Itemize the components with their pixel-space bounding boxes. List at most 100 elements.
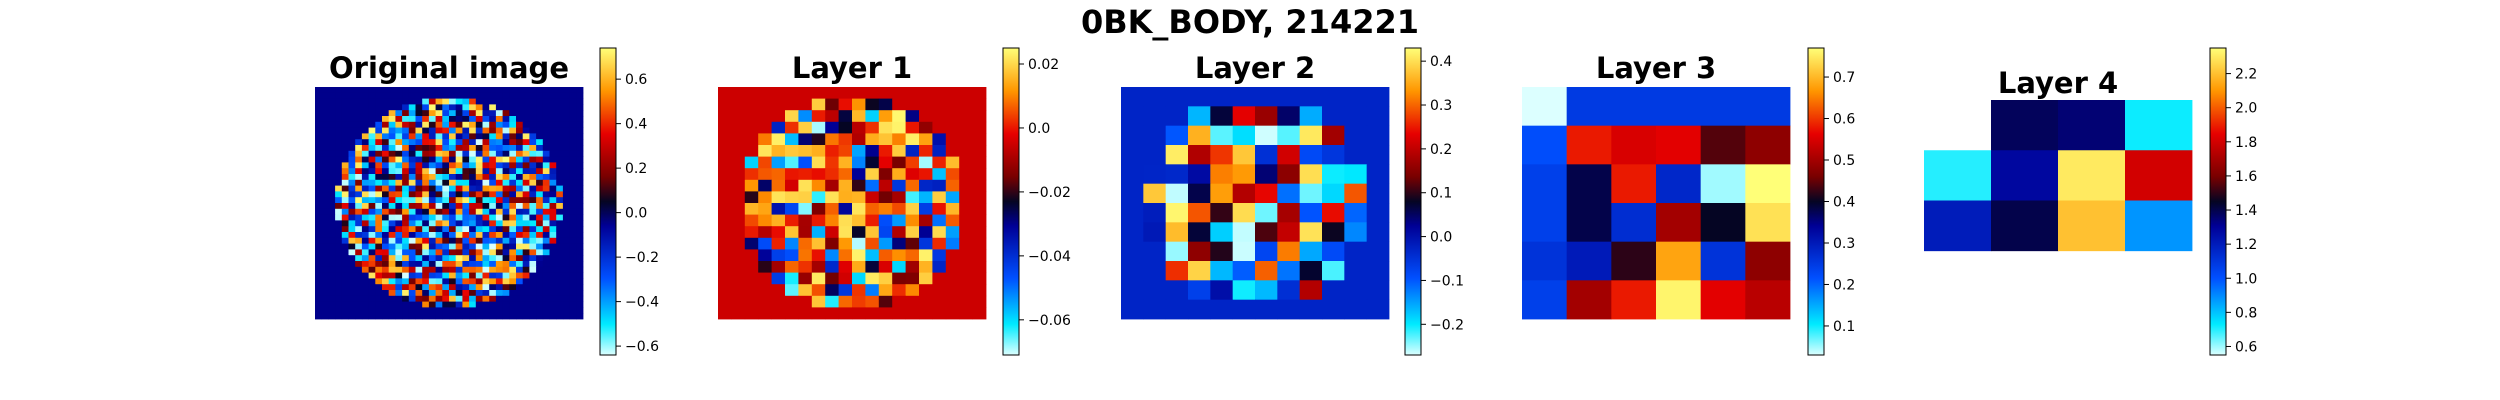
heatmap-cell — [435, 162, 443, 169]
heatmap-cell — [495, 139, 503, 146]
heatmap-cell — [502, 237, 510, 244]
heatmap-cell — [562, 110, 570, 117]
heatmap-cell — [328, 179, 336, 186]
heatmap-cell — [489, 208, 497, 215]
heatmap-cell — [509, 226, 517, 233]
heatmap-cell — [341, 295, 349, 302]
heatmap-cell — [355, 87, 363, 94]
heatmap-cell — [442, 243, 450, 250]
heatmap-cell — [785, 307, 799, 320]
heatmap-cell — [321, 266, 329, 273]
heatmap-cell — [415, 185, 423, 192]
heatmap-cell — [361, 133, 369, 140]
heatmap-cell — [348, 220, 356, 227]
heatmap-cell — [771, 284, 786, 297]
heatmap-cell — [1277, 280, 1301, 301]
heatmap-cell — [469, 150, 477, 157]
heatmap-cell — [475, 133, 483, 140]
heatmap-cell — [402, 272, 410, 279]
heatmap-cell — [549, 290, 557, 297]
heatmap-cell — [469, 203, 477, 210]
heatmap-cell — [502, 191, 510, 198]
heatmap-cell — [469, 255, 477, 262]
heatmap-cell — [509, 197, 517, 204]
heatmap-cell — [315, 104, 323, 111]
heatmap-cell — [321, 290, 329, 297]
heatmap-cell — [556, 133, 564, 140]
heatmap-cell — [1121, 106, 1144, 127]
heatmap-cell — [382, 98, 390, 105]
heatmap-cell — [905, 121, 920, 134]
heatmap-cell — [529, 214, 537, 221]
heatmap-cell — [455, 87, 463, 94]
heatmap-cell — [516, 168, 524, 175]
heatmap-cell — [368, 139, 376, 146]
heatmap-cell — [576, 278, 584, 285]
heatmap-cell — [758, 214, 772, 227]
heatmap-cell — [905, 145, 920, 157]
heatmap-cell — [328, 272, 336, 279]
heatmap-cell — [1745, 280, 1791, 320]
heatmap-cell — [785, 179, 799, 192]
heatmap-cell — [502, 266, 510, 273]
heatmap-cell — [382, 249, 390, 256]
heatmap-cell — [328, 168, 336, 175]
heatmap-cell — [361, 168, 369, 175]
heatmap-cell — [536, 261, 544, 268]
heatmap-cell — [428, 249, 436, 256]
heatmap-cell — [529, 92, 537, 99]
heatmap-cell — [449, 197, 457, 204]
heatmap-cell — [892, 249, 906, 262]
heatmap-cell — [569, 307, 577, 314]
heatmap-cell — [959, 214, 973, 227]
heatmap-cell — [449, 203, 457, 210]
heatmap-cell — [852, 179, 866, 192]
heatmap-cell — [422, 301, 430, 308]
heatmap-cell — [455, 133, 463, 140]
heatmap-cell — [321, 278, 329, 285]
heatmap-cell — [395, 92, 403, 99]
heatmap-cell — [731, 307, 746, 320]
heatmap-cell — [315, 174, 323, 181]
colorbar-tick-label: 1.6 — [2235, 169, 2257, 185]
heatmap-cell — [382, 290, 390, 297]
heatmap-cell — [408, 139, 416, 146]
heatmap-cell — [361, 139, 369, 146]
heatmap-cell — [382, 116, 390, 123]
heatmap-cell — [422, 156, 430, 163]
heatmap-cell — [1232, 280, 1256, 301]
heatmap-cell — [355, 232, 363, 239]
heatmap-cell — [838, 179, 853, 192]
heatmap-cell — [415, 92, 423, 99]
heatmap-cell — [428, 278, 436, 285]
heatmap-cell — [785, 98, 799, 111]
heatmap-cell — [348, 203, 356, 210]
heatmap-cell — [959, 133, 973, 146]
heatmap-cell — [522, 145, 530, 152]
heatmap-cell — [388, 295, 396, 302]
heatmap-cell — [549, 179, 557, 186]
heatmap-cell — [576, 150, 584, 157]
heatmap-cell — [852, 295, 866, 308]
colorbar-tick-label: −0.2 — [1430, 317, 1464, 333]
heatmap-cell — [428, 191, 436, 198]
heatmap-cell — [442, 266, 450, 273]
heatmap-cell — [798, 98, 813, 111]
heatmap-cell — [542, 266, 550, 273]
heatmap-cell — [516, 121, 524, 128]
heatmap-cell — [315, 307, 323, 314]
heatmap-cell — [556, 87, 564, 94]
heatmap-cell — [878, 295, 893, 308]
heatmap-cell — [321, 127, 329, 134]
heatmap-cell — [825, 133, 839, 146]
heatmap-cell — [428, 255, 436, 262]
heatmap-cell — [482, 92, 490, 99]
heatmap-cell — [375, 266, 383, 273]
heatmap-cell — [462, 220, 470, 227]
heatmap-cell — [328, 220, 336, 227]
heatmap-cell — [455, 98, 463, 105]
heatmap-cell — [825, 249, 839, 262]
heatmap-cell — [516, 237, 524, 244]
heatmap-cell — [348, 295, 356, 302]
